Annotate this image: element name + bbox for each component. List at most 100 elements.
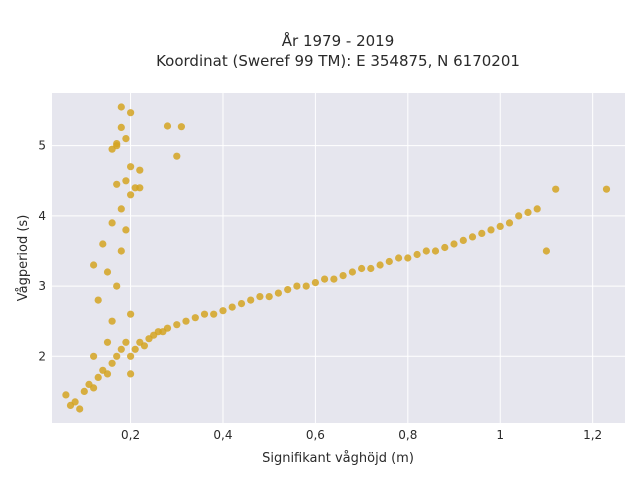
gridlines: [52, 93, 625, 423]
data-point: [108, 317, 116, 325]
x-tick-label: 0,8: [398, 428, 417, 442]
data-point: [515, 212, 523, 220]
data-point: [376, 261, 384, 269]
data-point: [108, 359, 116, 367]
data-point: [94, 296, 102, 304]
data-point: [191, 314, 199, 322]
y-axis-title: Vågperiod (s): [16, 215, 31, 302]
data-point: [122, 135, 130, 143]
data-point: [62, 391, 70, 399]
data-point: [413, 250, 421, 259]
data-point: [367, 264, 375, 273]
data-point: [256, 293, 264, 301]
data-point: [71, 398, 79, 406]
data-point: [127, 310, 135, 318]
data-point: [210, 310, 218, 318]
data-point: [265, 293, 273, 301]
data-point: [487, 226, 495, 234]
chart-title-line-1: År 1979 - 2019: [282, 31, 395, 50]
data-point: [302, 282, 310, 290]
data-point: [404, 254, 412, 262]
data-point: [136, 166, 144, 174]
data-point: [122, 226, 130, 234]
data-point: [122, 177, 130, 185]
y-tick-label: 3: [38, 279, 46, 293]
data-point: [131, 184, 139, 192]
data-point: [90, 384, 98, 392]
data-point: [127, 109, 135, 117]
data-point: [117, 123, 125, 131]
data-point: [468, 233, 477, 241]
data-point: [247, 296, 255, 304]
data-point: [228, 303, 236, 311]
data-point: [103, 268, 112, 276]
data-point: [127, 370, 135, 378]
data-point: [602, 185, 611, 193]
data-point: [108, 219, 116, 227]
data-point: [173, 321, 181, 329]
data-point: [311, 279, 319, 287]
y-tick-label: 4: [38, 209, 46, 223]
data-point: [422, 247, 430, 255]
data-point: [431, 247, 440, 255]
data-point: [117, 205, 125, 213]
data-point: [76, 405, 84, 413]
data-point: [321, 275, 329, 283]
tick-labels: 0,2 0,4 0,6 0,8 1 1,2 2 3 4 5: [38, 139, 602, 442]
data-point: [182, 317, 190, 325]
data-point: [459, 236, 467, 244]
data-point: [395, 254, 403, 262]
data-points: [62, 103, 611, 413]
data-point: [127, 352, 135, 360]
data-point: [117, 247, 125, 255]
data-point: [496, 222, 504, 230]
y-tick-label: 2: [38, 349, 46, 363]
data-point: [90, 261, 98, 269]
data-point: [200, 310, 209, 318]
data-point: [385, 257, 393, 266]
data-point: [163, 324, 172, 332]
data-point: [94, 373, 102, 381]
data-point: [127, 163, 135, 171]
data-point: [99, 240, 107, 248]
data-point: [284, 286, 292, 294]
data-point: [117, 103, 125, 111]
data-point: [348, 268, 356, 276]
data-point: [122, 338, 130, 346]
data-point: [163, 122, 172, 130]
data-point: [358, 264, 366, 273]
data-point: [131, 345, 139, 353]
data-point: [103, 338, 112, 346]
x-tick-label: 1: [496, 428, 504, 442]
x-tick-label: 0,4: [213, 428, 232, 442]
data-point: [113, 140, 121, 148]
data-point: [103, 370, 112, 378]
data-point: [90, 352, 98, 360]
chart-title-line-2: Koordinat (Sweref 99 TM): E 354875, N 61…: [156, 52, 520, 70]
data-point: [127, 191, 135, 199]
data-point: [177, 123, 185, 131]
plot-area: [52, 93, 625, 423]
data-point: [173, 152, 181, 160]
data-point: [117, 345, 125, 353]
data-point: [533, 205, 541, 213]
data-point: [274, 289, 282, 297]
data-point: [80, 387, 88, 395]
data-point: [140, 342, 148, 350]
data-point: [524, 208, 532, 216]
x-axis-title: Signifikant våghöjd (m): [262, 451, 414, 466]
data-point: [113, 180, 121, 188]
data-point: [330, 275, 338, 283]
y-tick-label: 5: [38, 139, 46, 153]
data-point: [113, 282, 121, 290]
data-point: [113, 352, 121, 360]
data-point: [219, 307, 227, 315]
x-tick-label: 0,2: [121, 428, 140, 442]
x-tick-label: 0,6: [306, 428, 325, 442]
x-tick-label: 1,2: [583, 428, 602, 442]
data-point: [293, 282, 301, 290]
data-point: [339, 272, 347, 280]
data-point: [450, 240, 458, 248]
